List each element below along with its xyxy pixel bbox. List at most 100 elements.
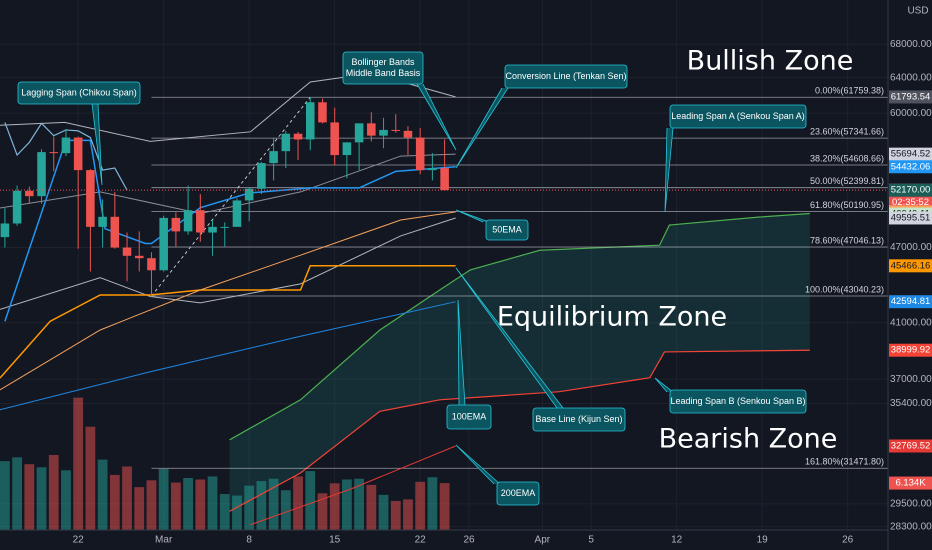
volume-bar — [305, 471, 316, 530]
candle-body — [25, 190, 34, 197]
volume-bar — [48, 455, 59, 530]
callout-text: 100EMA — [452, 411, 487, 421]
volume-bar — [61, 470, 71, 530]
candle-body — [183, 210, 193, 232]
span-a-line — [229, 212, 810, 441]
x-tick-label: 12 — [671, 535, 683, 546]
price-tag — [889, 343, 932, 357]
volume-bar — [207, 476, 218, 530]
y-tick-label: 60000.00 — [890, 108, 932, 119]
volume-bar — [146, 480, 157, 530]
fib-label: 61.80%(50190.95) — [810, 200, 884, 210]
volume-bar — [329, 483, 340, 530]
candle-body — [367, 123, 376, 136]
callout-box — [532, 407, 626, 432]
price-tag-label: 6.134K — [895, 478, 926, 489]
candle-body — [147, 258, 156, 271]
indicator-line — [0, 217, 456, 310]
price-tag — [889, 147, 932, 161]
volume-bar — [183, 477, 193, 530]
price-tag-label: 61793.54 — [891, 91, 931, 102]
fib-label: 50.00%(52399.81) — [810, 176, 884, 186]
price-tag-label: 38999.92 — [891, 345, 931, 356]
candle-body — [293, 133, 303, 140]
candle-body — [269, 151, 278, 164]
candle-body — [415, 137, 425, 171]
zone-label: Equilibrium Zone — [497, 302, 727, 333]
volume-bar — [390, 500, 401, 530]
candle-body — [305, 102, 315, 140]
callout-text: Leading Span B (Senkou Span B) — [670, 396, 805, 406]
candle-body — [403, 130, 413, 138]
volume-bar — [280, 490, 291, 530]
indicator-line — [0, 153, 456, 215]
price-tag — [889, 211, 932, 225]
time-axis-bg — [0, 530, 888, 550]
price-tag — [889, 295, 932, 309]
volume-bar — [158, 468, 169, 530]
volume-bar — [268, 478, 279, 530]
callout-pointer — [455, 267, 564, 409]
indicator-line — [250, 445, 456, 526]
candle-body — [159, 217, 168, 271]
candle-body — [342, 142, 352, 156]
zone-label: Bearish Zone — [659, 424, 838, 455]
fib-label: 0.00%(61759.38) — [815, 86, 884, 96]
indicator-line — [0, 265, 456, 379]
callout-box — [446, 404, 492, 430]
y-tick-label: 68000.00 — [890, 39, 932, 50]
callout-text: Bollinger Bands — [351, 57, 415, 67]
volume-bar — [171, 482, 181, 530]
volume-bar — [244, 485, 255, 530]
callout-text: Middle Band Basis — [346, 68, 421, 78]
price-tag — [889, 259, 932, 273]
volume-bar — [232, 495, 242, 530]
kumo-cloud — [229, 213, 810, 512]
callout-pointer — [654, 377, 674, 393]
y-tick-label: 47000.00 — [890, 242, 932, 253]
callout-box — [504, 64, 628, 89]
y-tick-label: 35400.00 — [890, 398, 932, 409]
fib-label: 161.80%(31471.80) — [805, 457, 884, 467]
candle-body — [171, 217, 181, 232]
volume-bar — [36, 467, 47, 530]
price-tag-label: 32769.52 — [891, 441, 931, 452]
callout-box — [669, 389, 807, 414]
indicator-line — [0, 301, 456, 411]
volume-bar — [256, 481, 267, 530]
candle-body — [196, 210, 205, 233]
candle-body — [318, 102, 327, 123]
volume-bar — [342, 479, 352, 530]
volume-bar — [85, 426, 96, 530]
fib-label: 78.60%(47046.13) — [810, 235, 884, 245]
candle-body — [12, 190, 22, 224]
candle-body — [232, 200, 242, 227]
callout-pointer — [455, 209, 490, 223]
volume-bar — [219, 494, 230, 530]
candle-body — [110, 216, 120, 248]
volume-bar — [73, 397, 84, 530]
callout-box — [669, 104, 807, 129]
candle-body — [208, 226, 217, 233]
zone-label: Bullish Zone — [687, 46, 854, 77]
callout-text: Conversion Line (Tenkan Sen) — [505, 71, 626, 81]
callout-text: Lagging Span (Chikou Span) — [21, 87, 137, 97]
front-layer: Bullish Zone Equilibrium Zone Bearish Zone… — [0, 46, 888, 506]
currency-label: USD — [907, 6, 928, 17]
volume-bar — [122, 466, 132, 530]
back-layer — [0, 212, 810, 530]
fib-label: 100.00%(43040.23) — [805, 284, 884, 294]
volume-bar — [195, 479, 206, 530]
price-tag — [889, 476, 932, 490]
price-tag — [889, 439, 932, 453]
candle-body — [220, 226, 230, 228]
candle-body — [86, 170, 95, 227]
y-tick-label: 28300.00 — [890, 521, 932, 532]
price-tag-label: 52170.00 — [891, 185, 931, 196]
candle-body — [354, 123, 364, 143]
volume-bar — [0, 461, 10, 530]
callout-text: 50EMA — [492, 224, 522, 234]
volume-bar — [109, 474, 120, 530]
y-tick-label: 64000.00 — [890, 72, 932, 83]
candle-body — [379, 129, 388, 136]
